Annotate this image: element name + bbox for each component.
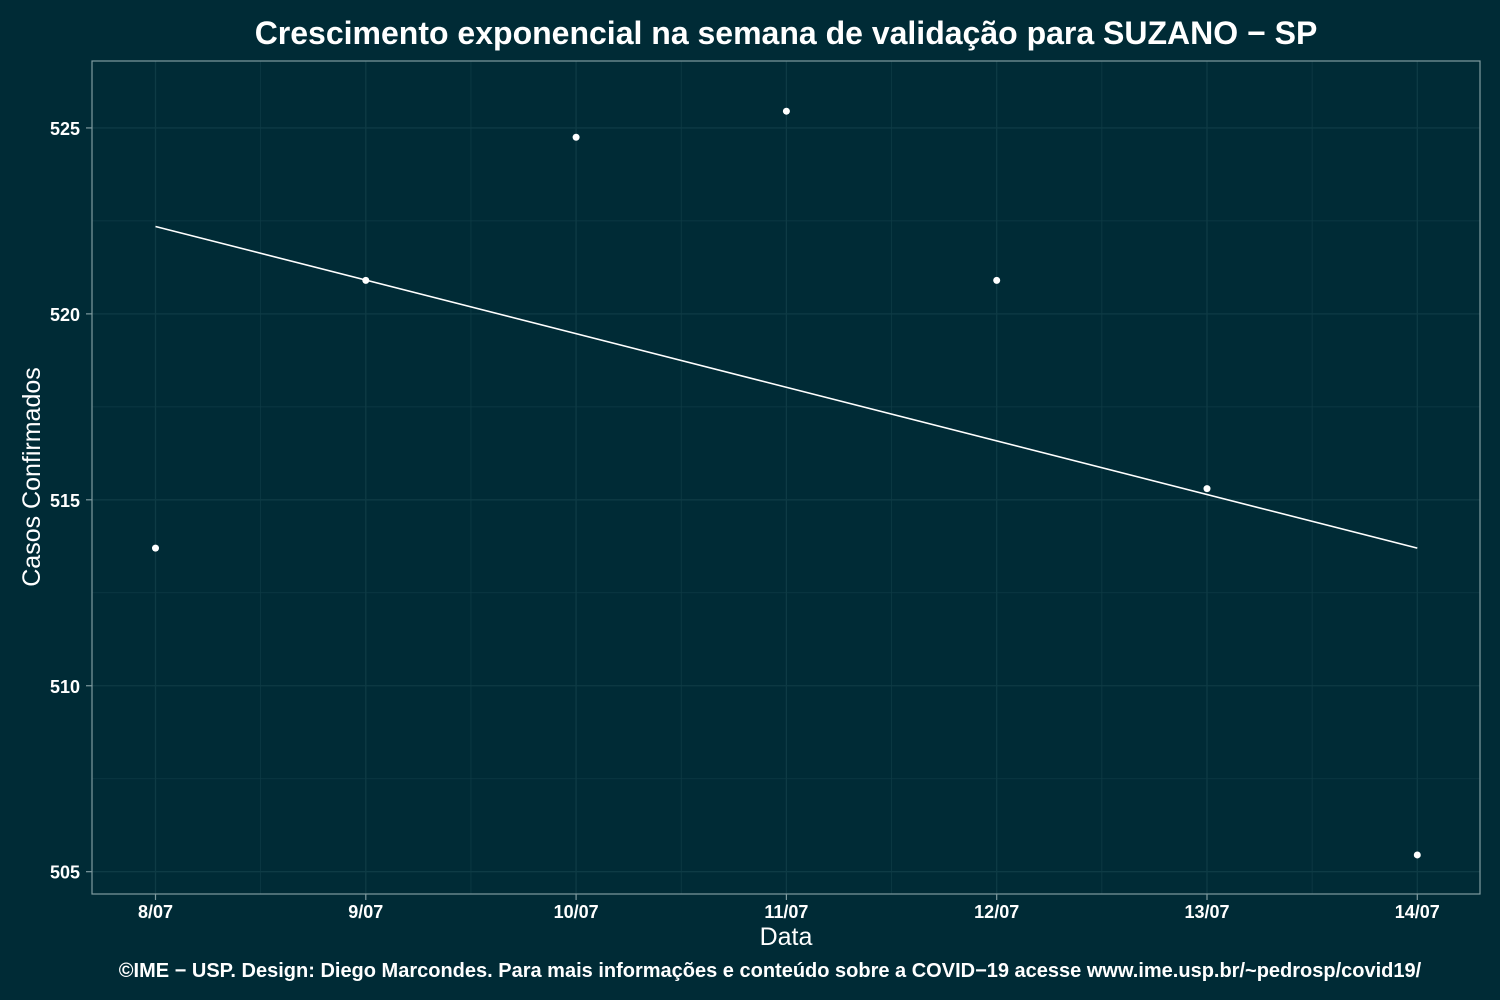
chart-title: Crescimento exponencial na semana de val… (255, 15, 1318, 51)
x-axis-label: Data (760, 923, 813, 951)
x-tick-label: 9/07 (348, 902, 383, 922)
y-axis-label: Casos Confirmados (18, 367, 46, 587)
x-axis-ticks: 8/07 9/07 10/07 11/07 12/07 13/07 14/07 (138, 894, 1440, 922)
grid-lines (92, 61, 1480, 894)
data-point (362, 276, 370, 284)
x-tick-label: 11/07 (764, 902, 808, 922)
y-tick-label: 525 (50, 119, 80, 139)
x-tick-label: 14/07 (1395, 902, 1440, 922)
data-point (572, 133, 580, 141)
x-tick-label: 12/07 (974, 902, 1019, 922)
data-point (152, 544, 159, 552)
data-point (1203, 485, 1211, 493)
data-points (152, 107, 1421, 859)
y-tick-label: 505 (50, 863, 80, 883)
data-point (1413, 851, 1421, 859)
y-axis-ticks: 505 510 515 520 525 (50, 119, 92, 883)
x-tick-label: 8/07 (138, 902, 173, 922)
data-point (782, 107, 790, 115)
caption: ©IME − USP. Design: Diego Marcondes. Par… (119, 960, 1422, 982)
x-tick-label: 10/07 (554, 902, 599, 922)
data-point (993, 276, 1001, 284)
y-tick-label: 510 (50, 677, 80, 697)
x-tick-label: 13/07 (1184, 902, 1229, 922)
y-tick-label: 520 (50, 305, 80, 325)
y-tick-label: 515 (50, 491, 80, 511)
